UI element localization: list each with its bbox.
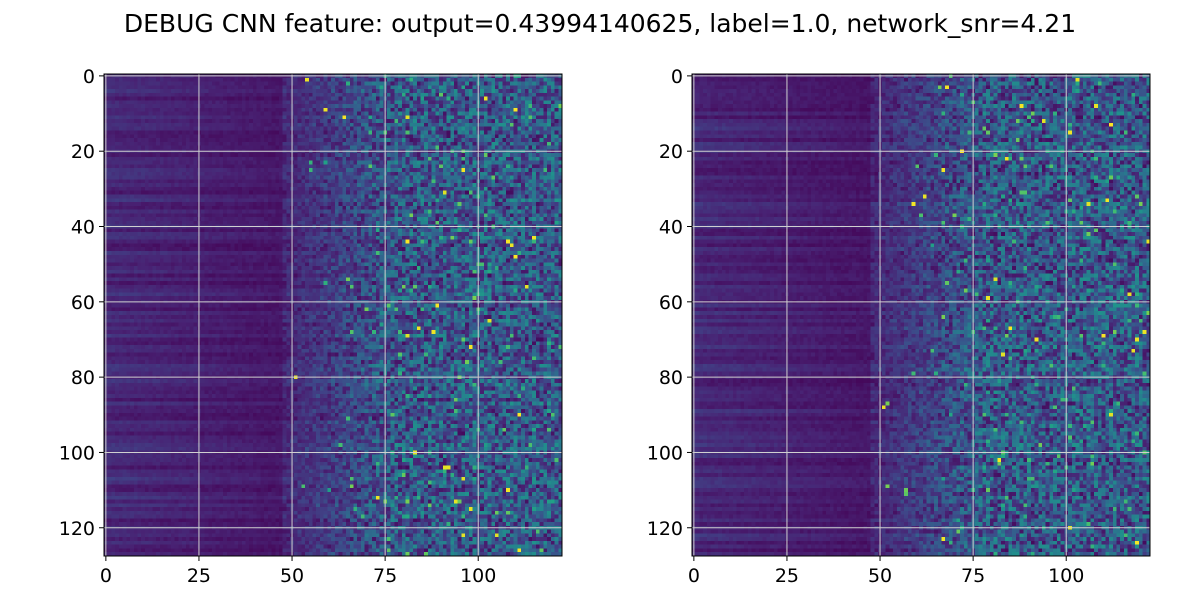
y-tick-label: 20: [659, 141, 683, 163]
x-tick-label: 50: [868, 565, 892, 587]
y-tick-label: 80: [71, 367, 95, 389]
y-tick-label: 40: [71, 217, 95, 239]
axes-frame: [691, 73, 1151, 557]
x-tick-label: 25: [775, 565, 799, 587]
y-tick-label: 100: [59, 442, 95, 464]
heatmap-image: [692, 74, 1150, 556]
heatmap-panel-right: 0 25 50 75 100 0 20 40 60 80 100 120: [647, 66, 1151, 587]
y-tick-label: 0: [83, 66, 95, 88]
x-tick-label: 100: [460, 565, 496, 587]
y-tick-label: 60: [71, 292, 95, 314]
y-tick-label: 60: [659, 292, 683, 314]
y-tick-label: 0: [671, 66, 683, 88]
x-tick-label: 25: [187, 565, 211, 587]
heatmap-panel-left: 0 25 50 75 100 0 20 40 60 80 100 120: [59, 66, 563, 587]
x-tick-label: 0: [688, 565, 700, 587]
heatmap-image: [104, 74, 562, 556]
figure-title: DEBUG CNN feature: output=0.43994140625,…: [123, 9, 1077, 38]
y-tick-label: 100: [647, 442, 683, 464]
x-tick-label: 100: [1048, 565, 1084, 587]
x-tick-label: 50: [280, 565, 304, 587]
x-tick-label: 0: [100, 565, 112, 587]
x-tick-label: 75: [373, 565, 397, 587]
y-tick-label: 120: [59, 518, 95, 540]
axes-frame: [103, 73, 563, 557]
y-tick-label: 120: [647, 518, 683, 540]
y-tick-label: 80: [659, 367, 683, 389]
y-tick-label: 20: [71, 141, 95, 163]
x-tick-label: 75: [961, 565, 985, 587]
y-tick-label: 40: [659, 217, 683, 239]
